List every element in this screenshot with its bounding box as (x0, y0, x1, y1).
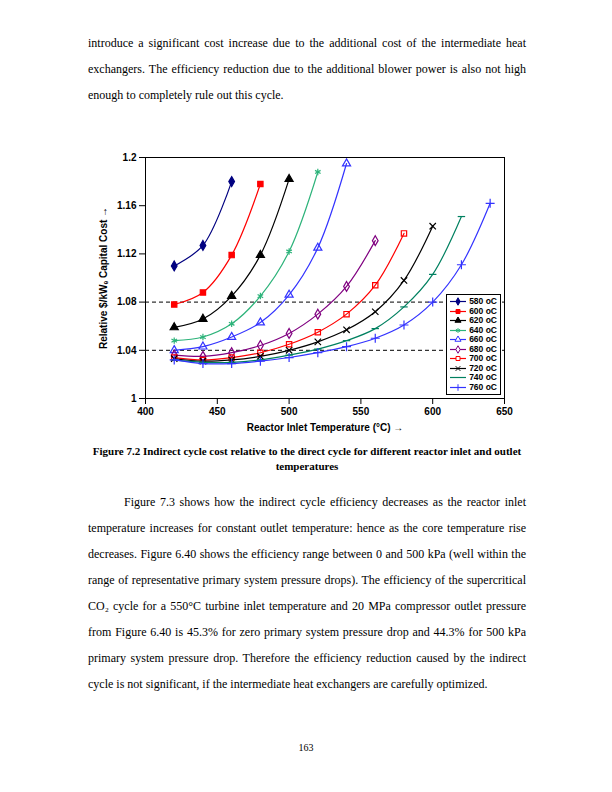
svg-text:500: 500 (281, 406, 298, 417)
svg-text:Relative $/kWₑ Capital Cost →: Relative $/kWₑ Capital Cost → (98, 207, 109, 349)
svg-text:1: 1 (131, 393, 137, 404)
html-text:163: 163 (298, 742, 314, 753)
svg-text:1.12: 1.12 (117, 248, 137, 259)
html-text:660 oC: 660 oC (469, 334, 497, 344)
html-text:740 oC: 740 oC (469, 372, 497, 382)
html-text:640 oC: 640 oC (469, 324, 497, 335)
html-text:700 oC: 700 oC (469, 353, 497, 363)
svg-text:1.2: 1.2 (123, 152, 137, 163)
html-text:introduce a significant cost i: introduce a significant cost increase du… (88, 36, 526, 102)
html-text:Figure 7.3 shows how the indir: Figure 7.3 shows how the indirect cycle … (88, 495, 526, 691)
svg-text:650: 650 (496, 406, 513, 417)
svg-text:1.08: 1.08 (117, 296, 137, 307)
svg-text:400: 400 (137, 406, 154, 417)
svg-text:600: 600 (424, 406, 441, 417)
html-text:680 oC: 680 oC (469, 343, 497, 354)
svg-text:Reactor Inlet Temperature (°C): Reactor Inlet Temperature (°C) → (247, 422, 404, 433)
html-text:Figure 7.2 Indirect cycle cost: Figure 7.2 Indirect cycle cost relative … (92, 445, 522, 472)
html-text:600 oC: 600 oC (469, 305, 497, 316)
html-text:760 oC: 760 oC (469, 381, 497, 392)
html-text:720 oC: 720 oC (469, 362, 497, 373)
svg-text:450: 450 (209, 406, 226, 417)
svg-text:550: 550 (353, 406, 370, 417)
svg-text:1.16: 1.16 (117, 200, 137, 211)
svg-text:1.04: 1.04 (117, 345, 137, 356)
html-text:620 oC: 620 oC (469, 315, 497, 325)
html-text:580 oC: 580 oC (469, 296, 497, 306)
